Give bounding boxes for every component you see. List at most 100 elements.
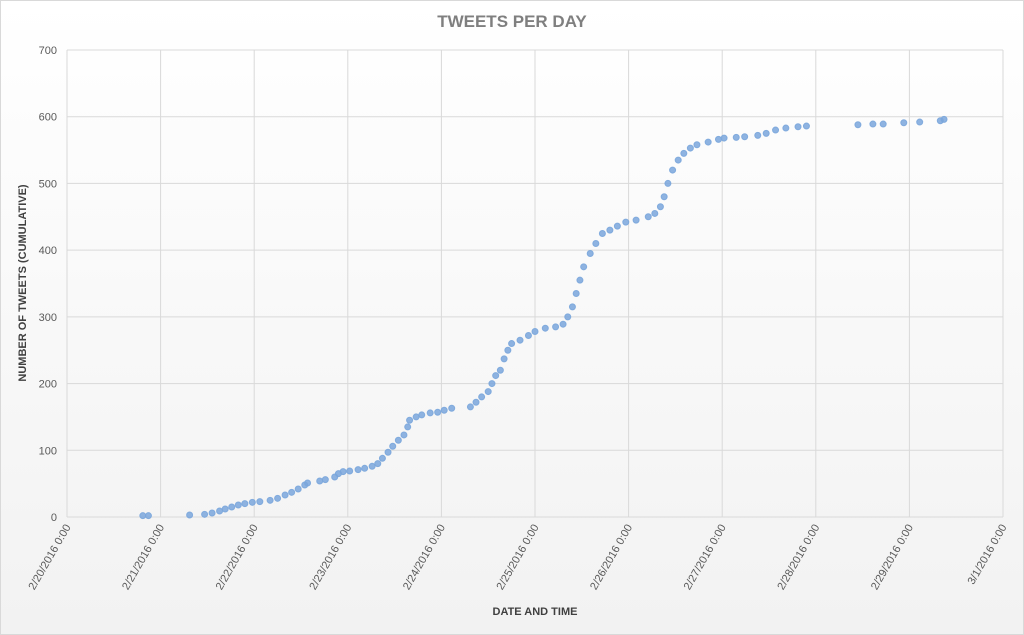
data-point xyxy=(664,179,672,187)
data-point xyxy=(580,263,588,271)
data-point xyxy=(208,509,216,517)
data-point xyxy=(368,462,376,470)
data-point xyxy=(321,476,329,484)
data-point xyxy=(256,498,264,506)
data-point xyxy=(400,431,408,439)
y-tick-label: 500 xyxy=(39,178,57,190)
data-point xyxy=(516,336,524,344)
data-point xyxy=(394,436,402,444)
data-point xyxy=(651,209,659,217)
data-point xyxy=(693,141,701,149)
data-point xyxy=(288,488,296,496)
data-point xyxy=(720,134,728,142)
data-point xyxy=(552,323,560,331)
data-point xyxy=(144,512,152,520)
data-point xyxy=(139,512,147,520)
data-point xyxy=(644,213,652,221)
data-point xyxy=(412,413,420,421)
data-point xyxy=(524,332,532,340)
data-point xyxy=(361,464,369,472)
data-point xyxy=(854,121,862,129)
data-point xyxy=(216,507,224,515)
data-point xyxy=(504,346,512,354)
data-point xyxy=(440,406,448,414)
data-point xyxy=(559,320,567,328)
data-point xyxy=(281,491,289,499)
data-point xyxy=(496,366,504,374)
data-point xyxy=(294,485,302,493)
data-point xyxy=(606,226,614,234)
data-point xyxy=(686,144,694,152)
data-point xyxy=(186,511,194,519)
data-point xyxy=(500,355,508,363)
data-point xyxy=(448,404,456,412)
data-point xyxy=(782,124,790,132)
data-point xyxy=(248,498,256,506)
data-point xyxy=(304,479,312,487)
data-point xyxy=(241,500,249,508)
data-point xyxy=(940,115,948,123)
data-point xyxy=(418,411,426,419)
data-point xyxy=(576,276,584,284)
data-point xyxy=(772,126,780,134)
data-point xyxy=(568,303,576,311)
data-point xyxy=(346,467,354,475)
data-point xyxy=(472,398,480,406)
data-point xyxy=(492,372,500,380)
data-point xyxy=(592,239,600,247)
y-tick-label: 400 xyxy=(39,245,57,257)
data-point xyxy=(234,501,242,509)
data-point xyxy=(531,328,539,336)
data-point xyxy=(613,222,621,230)
data-point xyxy=(660,193,668,201)
data-point xyxy=(900,119,908,127)
data-point xyxy=(754,131,762,139)
chart-title: TWEETS PER DAY xyxy=(437,12,587,31)
data-point xyxy=(274,494,282,502)
data-point xyxy=(426,409,434,417)
data-point xyxy=(732,133,740,141)
y-tick-label: 300 xyxy=(39,312,57,324)
data-point xyxy=(802,122,810,130)
data-point xyxy=(389,442,397,450)
data-point xyxy=(680,149,688,157)
data-point xyxy=(478,393,486,401)
data-point xyxy=(484,388,492,396)
data-point xyxy=(316,477,324,485)
data-point xyxy=(674,156,682,164)
data-point xyxy=(762,129,770,137)
data-point xyxy=(541,324,549,332)
data-point xyxy=(794,123,802,131)
data-point xyxy=(741,133,749,141)
y-tick-label: 100 xyxy=(39,445,57,457)
y-tick-label: 200 xyxy=(39,379,57,391)
data-point xyxy=(488,380,496,388)
data-point xyxy=(632,216,640,224)
data-point xyxy=(916,118,924,126)
data-point xyxy=(572,290,580,298)
data-point xyxy=(714,135,722,143)
data-point xyxy=(228,503,236,511)
data-point xyxy=(378,454,386,462)
data-point xyxy=(879,120,887,128)
data-point xyxy=(466,403,474,411)
y-tick-label: 700 xyxy=(39,45,57,57)
data-point xyxy=(669,166,677,174)
y-axis-label: NUMBER OF TWEETS (CUMULATIVE) xyxy=(17,184,29,382)
data-point xyxy=(221,505,229,513)
data-point xyxy=(622,218,630,226)
data-point xyxy=(354,466,362,474)
data-point xyxy=(434,408,442,416)
y-tick-label: 600 xyxy=(39,112,57,124)
data-point xyxy=(656,203,664,211)
data-point xyxy=(508,340,516,348)
data-point xyxy=(564,313,572,321)
data-point xyxy=(869,120,877,128)
y-tick-label: 0 xyxy=(51,512,57,524)
data-point xyxy=(586,249,594,257)
data-point xyxy=(374,460,382,468)
data-point xyxy=(404,423,412,431)
